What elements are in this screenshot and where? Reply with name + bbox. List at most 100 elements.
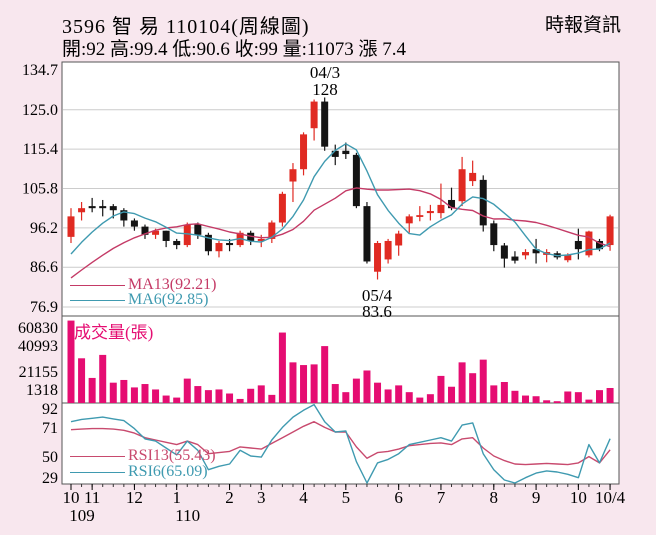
ma13-legend: MA13(92.21) [70,277,216,293]
volume-axis-label: 40993 [18,338,58,355]
ma13-line-swatch [70,284,125,286]
volume-bar [405,392,413,403]
volume-bar [289,362,297,403]
trough-annotation-date: 05/4 [361,286,393,305]
volume-bar [99,354,107,403]
rsi-axis-label: 29 [42,470,58,487]
volume-bar [257,385,265,403]
volume-bar [88,377,96,403]
price-axis-label: 96.2 [30,220,58,237]
volume-bar [479,359,487,403]
candle-body [405,216,413,224]
rsi-axis-label: 92 [42,401,58,418]
volume-bar [268,394,276,403]
rsi13-line-swatch [70,455,125,457]
volume-bar [374,382,382,403]
candle-body [130,220,138,227]
candle-body [363,206,371,262]
volume-axis-label: 21155 [19,364,58,381]
candle-body [606,216,614,246]
candle-body [331,150,339,157]
volume-bar [183,378,191,403]
volume-bar [247,388,255,403]
candle-body [374,243,382,272]
month-label: 11 [84,488,100,507]
candle-body [268,222,276,239]
candle-body [215,243,223,252]
volume-bar [120,379,128,403]
volume-bar [363,370,371,403]
volume-bar [310,364,318,403]
candle-body [183,224,191,246]
candle-body [416,215,424,217]
volume-bar [204,390,212,403]
volume-bar [522,395,530,403]
ma13-line [70,187,611,279]
main-price-pane [61,61,620,317]
candle-body [109,206,117,211]
volume-pane [61,315,620,404]
volume-bar [585,399,593,403]
month-label: 1 [172,488,181,507]
year-label: 110 [175,506,200,525]
month-label: 10/4 [595,488,626,507]
volume-bar [162,395,170,403]
candle-body [342,150,350,155]
candle-body [88,206,96,209]
candle-body [490,223,498,246]
candle-body [257,238,265,241]
rsi6-line-swatch [70,471,125,473]
candle-body [500,245,508,259]
volume-bar [532,396,540,403]
candle-body [384,240,392,260]
candle-body [99,206,107,209]
candle-body [310,101,318,129]
volume-bar [78,358,86,403]
candle-body [289,169,297,182]
candle-body [194,224,202,235]
volume-bar [236,398,244,403]
candle-body [564,254,572,261]
ma6-legend-label: MA6(92.85) [128,291,209,308]
volume-bar [543,400,551,403]
volume-bar [574,392,582,403]
ma13-legend-label: MA13(92.21) [128,276,217,293]
price-axis-label: 125.0 [22,102,58,119]
candle-body [152,230,160,235]
candle-body [120,210,128,221]
candle-body [141,226,149,235]
volume-bar [67,320,75,403]
volume-bar [300,365,308,403]
ma6-legend: MA6(92.85) [70,292,208,308]
price-axis-label: 105.8 [22,180,58,197]
ma6-line-swatch [70,299,125,301]
volume-bar [109,382,117,403]
month-label: 12 [126,488,143,507]
volume-bar [194,386,202,403]
candle-body [532,249,540,254]
month-label: 6 [394,488,403,507]
volume-bar [458,362,466,403]
month-label: 5 [342,488,351,507]
volume-bar [215,389,223,403]
candle-body [574,240,582,250]
volume-bar [384,389,392,403]
candle-body [437,204,445,214]
volume-bar [331,384,339,403]
candle-body [511,256,519,261]
candle-body [585,231,593,256]
volume-bar [416,397,424,403]
volume-bar [152,389,160,403]
price-axis-label: 115.4 [23,141,58,158]
volume-bar [511,390,519,403]
candle-body [479,179,487,226]
candle-body [278,193,286,223]
volume-bar [342,392,350,403]
rsi-axis-label: 50 [42,449,58,466]
news-source-label: 時報資訊 [544,15,621,36]
rsi6-line [70,403,611,484]
volume-bar [500,382,508,403]
month-label: 7 [437,488,446,507]
candle-body [321,101,329,147]
month-label: 3 [257,488,266,507]
